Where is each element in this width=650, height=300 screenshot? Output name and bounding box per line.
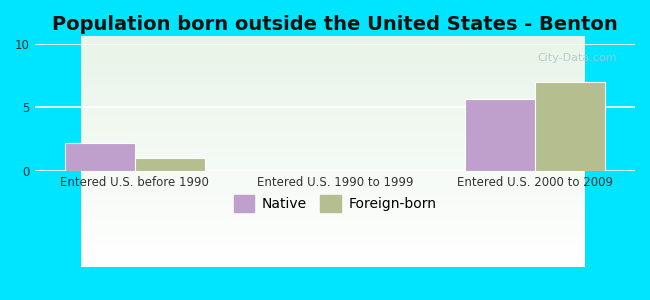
Bar xyxy=(535,82,605,171)
Bar xyxy=(135,158,205,171)
Text: City-Data.com: City-Data.com xyxy=(538,53,617,63)
Legend: Native, Foreign-born: Native, Foreign-born xyxy=(228,189,442,217)
Title: Population born outside the United States - Benton: Population born outside the United State… xyxy=(52,15,618,34)
Bar xyxy=(65,143,135,171)
Bar xyxy=(465,98,535,171)
